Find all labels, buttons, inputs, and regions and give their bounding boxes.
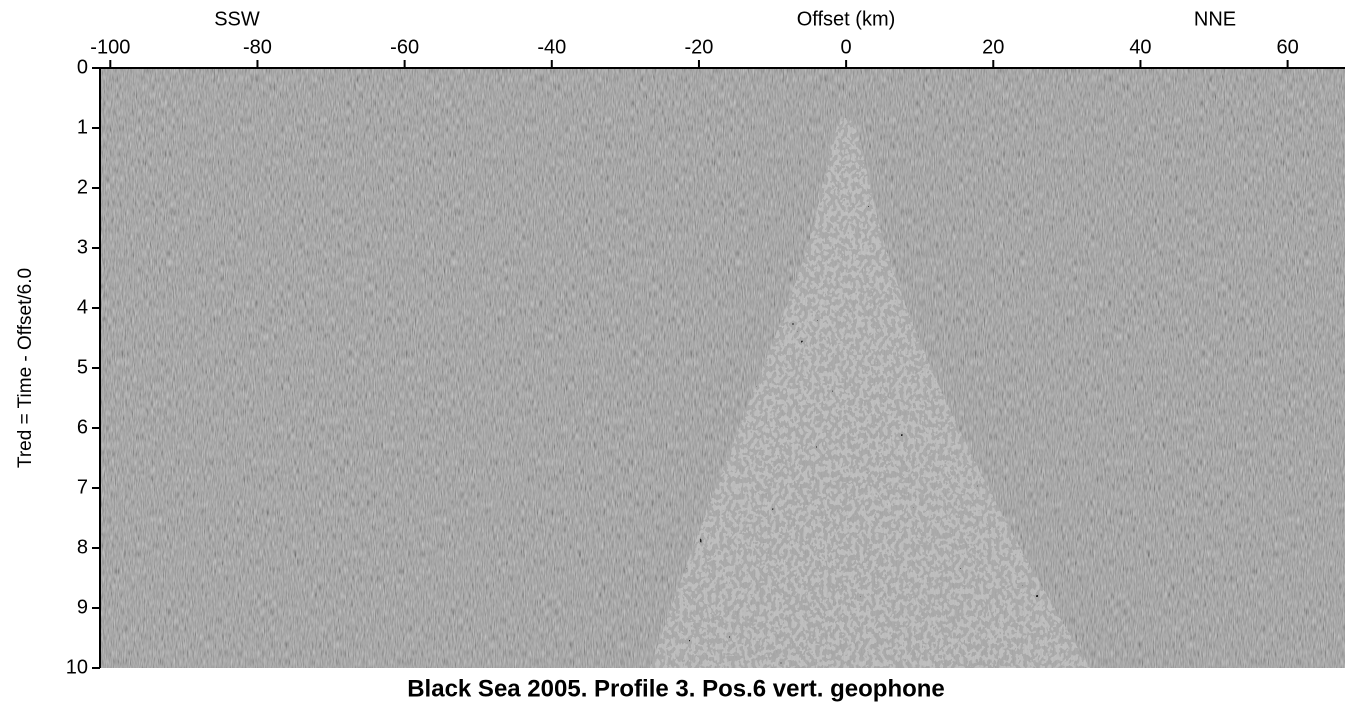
plot-area xyxy=(100,68,1345,668)
x-tick-label: -100 xyxy=(90,36,130,58)
y-axis-label: Tred = Time - Offset/6.0 xyxy=(15,268,36,468)
x-tick-label: -60 xyxy=(390,36,419,58)
y-tick-label: 3 xyxy=(77,236,88,258)
x-tick-label: -80 xyxy=(243,36,272,58)
y-tick-label: 8 xyxy=(77,536,88,558)
y-tick-label: 10 xyxy=(66,656,88,678)
x-tick-label: 0 xyxy=(841,36,852,58)
y-tick-label: 7 xyxy=(77,476,88,498)
x-tick-label: -40 xyxy=(537,36,566,58)
chart-title: Black Sea 2005. Profile 3. Pos.6 vert. g… xyxy=(407,675,945,702)
x-tick-label: -20 xyxy=(685,36,714,58)
x-tick-label: 20 xyxy=(982,36,1004,58)
y-tick-label: 2 xyxy=(77,176,88,198)
y-tick-label: 1 xyxy=(77,116,88,138)
y-tick-label: 9 xyxy=(77,596,88,618)
annotation: NNE xyxy=(1194,8,1236,30)
x-tick-label: 40 xyxy=(1129,36,1151,58)
x-tick-label: 60 xyxy=(1276,36,1298,58)
annotation: SSW xyxy=(214,8,260,30)
y-tick-label: 5 xyxy=(77,356,88,378)
y-tick-label: 6 xyxy=(77,416,88,438)
y-tick-label: 4 xyxy=(77,296,88,318)
y-tick-label: 0 xyxy=(77,56,88,78)
x-axis-label: Offset (km) xyxy=(797,8,896,30)
